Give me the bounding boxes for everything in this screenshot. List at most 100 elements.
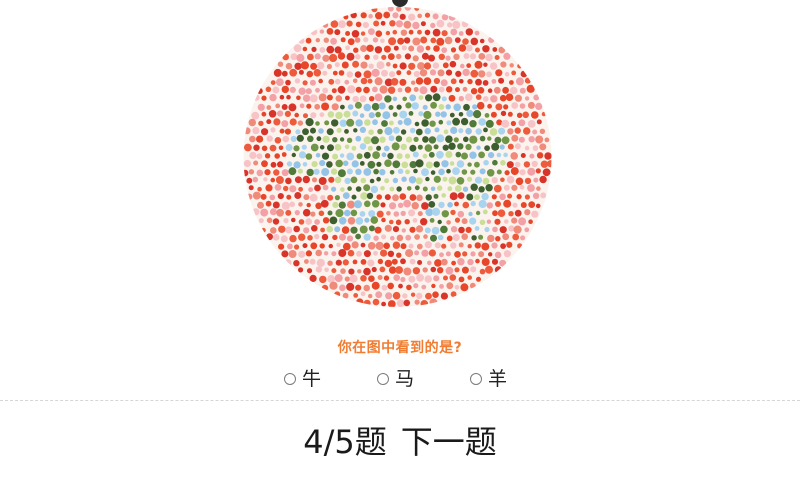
figure-dot bbox=[396, 186, 402, 192]
background-dot bbox=[493, 86, 501, 94]
figure-dot bbox=[482, 209, 488, 215]
figure-dot bbox=[336, 127, 342, 133]
figure-dot bbox=[484, 145, 490, 152]
background-dot bbox=[260, 208, 269, 217]
background-dot bbox=[536, 186, 541, 191]
figure-dot bbox=[450, 126, 458, 134]
background-dot bbox=[337, 85, 346, 94]
background-dot bbox=[360, 77, 368, 85]
background-dot bbox=[449, 274, 457, 281]
background-dot bbox=[531, 111, 539, 119]
figure-dot bbox=[376, 176, 381, 182]
background-dot bbox=[405, 234, 412, 241]
background-dot bbox=[389, 202, 397, 210]
background-dot bbox=[454, 267, 460, 273]
figure-dot bbox=[449, 161, 455, 166]
background-dot bbox=[440, 258, 448, 266]
background-dot bbox=[413, 87, 419, 92]
background-dot bbox=[450, 47, 457, 53]
figure-dot bbox=[409, 144, 417, 152]
figure-dot bbox=[339, 153, 345, 158]
background-dot bbox=[269, 93, 277, 102]
background-dot bbox=[289, 86, 296, 93]
next-question-button[interactable]: 下一题 bbox=[400, 423, 497, 461]
figure-dot bbox=[363, 184, 371, 192]
background-dot bbox=[285, 79, 291, 86]
figure-dot bbox=[456, 177, 465, 185]
background-dot bbox=[252, 191, 261, 200]
background-dot bbox=[429, 298, 438, 307]
figure-dot bbox=[467, 162, 472, 167]
background-dot bbox=[334, 62, 340, 68]
figure-dot bbox=[334, 144, 342, 151]
radio-icon[interactable] bbox=[377, 373, 389, 385]
background-dot bbox=[500, 243, 506, 250]
background-dot bbox=[499, 193, 506, 201]
background-dot bbox=[360, 45, 368, 52]
figure-dot bbox=[326, 128, 334, 136]
background-dot bbox=[269, 208, 277, 216]
background-dot bbox=[409, 226, 416, 233]
figure-dot bbox=[371, 200, 380, 208]
background-dot bbox=[450, 78, 457, 85]
background-dot bbox=[297, 120, 304, 126]
background-dot bbox=[400, 276, 406, 283]
background-dot bbox=[314, 53, 321, 60]
background-dot bbox=[417, 29, 422, 35]
background-dot bbox=[506, 175, 515, 184]
option-horse[interactable]: 马 bbox=[377, 364, 414, 394]
figure-dot bbox=[392, 112, 398, 117]
background-dot bbox=[405, 249, 414, 258]
figure-dot bbox=[387, 152, 394, 160]
figure-dot bbox=[468, 211, 473, 217]
background-dot bbox=[451, 260, 456, 266]
background-dot bbox=[424, 275, 432, 283]
background-dot bbox=[244, 143, 252, 152]
background-dot bbox=[326, 63, 332, 70]
background-dot bbox=[387, 300, 396, 307]
background-dot bbox=[482, 80, 489, 86]
background-dot bbox=[540, 192, 547, 199]
background-dot bbox=[315, 87, 320, 93]
radio-icon[interactable] bbox=[470, 373, 482, 385]
option-cow[interactable]: 牛 bbox=[284, 364, 321, 394]
figure-dot bbox=[428, 151, 435, 158]
background-dot bbox=[409, 194, 417, 201]
background-dot bbox=[524, 145, 530, 151]
figure-dot bbox=[354, 101, 362, 109]
background-dot bbox=[296, 95, 301, 101]
figure-dot bbox=[396, 104, 402, 110]
progress-indicator: 4/5题 bbox=[303, 423, 387, 461]
background-dot bbox=[437, 69, 445, 77]
radio-icon[interactable] bbox=[284, 373, 296, 385]
figure-dot bbox=[443, 129, 449, 135]
figure-dot bbox=[384, 159, 392, 167]
figure-dot bbox=[400, 129, 407, 135]
figure-dot bbox=[363, 151, 371, 159]
background-dot bbox=[322, 217, 330, 224]
background-dot bbox=[403, 199, 411, 208]
figure-dot bbox=[392, 96, 398, 102]
figure-dot bbox=[411, 102, 419, 110]
figure-dot bbox=[433, 175, 441, 183]
background-dot bbox=[360, 291, 366, 297]
figure-dot bbox=[369, 178, 375, 184]
background-dot bbox=[331, 268, 337, 274]
background-dot bbox=[309, 274, 317, 282]
figure-dot bbox=[433, 144, 439, 150]
background-dot bbox=[420, 300, 429, 307]
option-sheep[interactable]: 羊 bbox=[470, 364, 507, 394]
background-dot bbox=[253, 144, 260, 151]
background-dot bbox=[499, 94, 507, 102]
background-dot bbox=[363, 250, 371, 258]
background-dot bbox=[246, 193, 253, 200]
background-dot bbox=[300, 61, 309, 70]
background-dot bbox=[330, 20, 339, 28]
background-dot bbox=[355, 21, 362, 28]
background-dot bbox=[281, 70, 288, 77]
figure-dot bbox=[350, 209, 358, 217]
figure-dot bbox=[440, 111, 447, 118]
background-dot bbox=[328, 243, 333, 249]
background-dot bbox=[485, 265, 493, 274]
background-dot bbox=[413, 283, 419, 289]
